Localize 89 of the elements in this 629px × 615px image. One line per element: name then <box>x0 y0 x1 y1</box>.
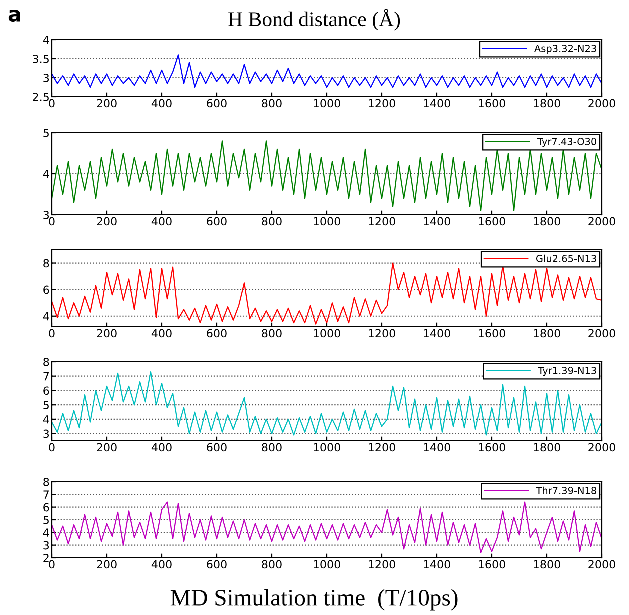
x-tick-label: 0 <box>49 217 55 226</box>
y-tick-label: 3.5 <box>33 54 49 64</box>
y-tick-label: 3 <box>44 210 50 220</box>
x-tick-label: 200 <box>97 560 117 569</box>
x-tick-label: 1200 <box>369 99 396 108</box>
y-tick-label: 4 <box>43 528 50 537</box>
x-tick-label: 800 <box>262 329 282 338</box>
x-tick-label: 0 <box>49 99 55 108</box>
x-tick-label: 1200 <box>369 560 396 569</box>
x-tick-label: 1200 <box>369 329 396 338</box>
x-tick-label: 200 <box>97 329 117 338</box>
y-tick-label: 3 <box>44 541 50 550</box>
x-tick-label: 1600 <box>479 560 506 569</box>
legend-label: Tyr1.39-N13 <box>538 367 596 376</box>
y-tick-label: 6 <box>44 503 50 512</box>
x-tick-label: 2000 <box>588 443 616 452</box>
x-tick-label: 1000 <box>314 443 340 452</box>
x-tick-label: 400 <box>152 99 172 108</box>
x-tick-label: 1600 <box>479 217 506 226</box>
x-tick-label: 1400 <box>424 560 450 569</box>
x-tick-label: 1000 <box>314 329 340 338</box>
line-series <box>52 54 602 88</box>
x-tick-label: 400 <box>152 217 172 226</box>
x-tick-label: 1000 <box>314 560 340 569</box>
x-axis-title: MD Simulation time (T/10ps) <box>170 589 458 611</box>
x-tick-label: 1800 <box>534 329 560 338</box>
chart-title: H Bond distance (Å) <box>228 9 400 31</box>
legend-label: Tyr7.43-O30 <box>537 138 596 148</box>
x-tick-label: 800 <box>262 443 282 452</box>
legend-label: Asp3.32-N23 <box>534 45 596 54</box>
x-tick-label: 1800 <box>534 443 560 452</box>
x-tick-label: 1400 <box>424 329 450 338</box>
y-tick-label: 5 <box>44 401 49 410</box>
x-tick-label: 600 <box>207 443 227 452</box>
line-series <box>52 262 602 325</box>
legend-label: Glu2.65-N13 <box>536 254 596 262</box>
x-tick-label: 600 <box>207 217 227 226</box>
x-tick-label: 1800 <box>534 560 560 569</box>
legend-label: Thr7.39-N18 <box>536 486 596 494</box>
x-tick-label: 0 <box>49 443 55 452</box>
x-tick-label: 1200 <box>369 217 396 226</box>
line-series <box>52 502 602 554</box>
x-tick-label: 1400 <box>424 99 450 108</box>
text: a <box>8 10 20 22</box>
x-tick-label: 1800 <box>534 217 560 226</box>
x-tick-label: 800 <box>262 99 282 108</box>
y-tick-label: 6 <box>44 286 50 294</box>
y-tick-label: 3 <box>44 430 50 438</box>
y-tick-label: 2 <box>44 554 49 562</box>
y-tick-label: 5 <box>44 516 49 524</box>
x-tick-label: 1200 <box>369 443 396 452</box>
x-tick-label: 1600 <box>479 329 506 338</box>
x-tick-label: 2000 <box>588 329 616 338</box>
x-tick-label: 1400 <box>424 217 450 226</box>
x-tick-label: 800 <box>262 217 282 226</box>
x-tick-label: 2000 <box>588 217 616 226</box>
y-tick-label: 6 <box>44 386 50 396</box>
y-tick-label: 4 <box>43 312 50 321</box>
x-tick-label: 0 <box>49 329 55 338</box>
x-tick-label: 1400 <box>424 443 450 452</box>
x-tick-label: 600 <box>207 99 227 108</box>
x-tick-label: 400 <box>152 560 172 569</box>
y-tick-label: 8 <box>44 358 50 366</box>
y-tick-label: 4 <box>43 170 50 178</box>
x-tick-label: 200 <box>97 99 117 108</box>
x-tick-label: 800 <box>262 560 282 569</box>
x-tick-label: 600 <box>207 329 227 338</box>
y-tick-label: 4 <box>43 416 50 424</box>
y-tick-label: 7 <box>44 490 49 499</box>
x-tick-label: 600 <box>207 560 227 569</box>
x-tick-label: 1800 <box>534 99 560 108</box>
y-tick-label: 5 <box>44 129 49 138</box>
x-tick-label: 400 <box>152 329 172 338</box>
x-tick-label: 1000 <box>314 99 340 108</box>
y-tick-label: 8 <box>44 259 50 268</box>
y-tick-label: 8 <box>44 478 50 486</box>
y-tick-label: 2.5 <box>33 92 49 102</box>
x-tick-label: 2000 <box>588 99 616 108</box>
y-tick-label: 4 <box>43 36 50 44</box>
x-tick-label: 0 <box>49 560 55 569</box>
y-tick-label: 7 <box>44 372 49 381</box>
x-tick-label: 400 <box>152 443 172 452</box>
x-tick-label: 200 <box>97 217 117 226</box>
x-tick-label: 2000 <box>588 560 616 569</box>
y-tick-label: 3 <box>44 74 50 82</box>
x-tick-label: 200 <box>97 443 117 452</box>
x-tick-label: 1000 <box>314 217 340 226</box>
x-tick-label: 1600 <box>479 443 506 452</box>
x-tick-label: 1600 <box>479 99 506 108</box>
